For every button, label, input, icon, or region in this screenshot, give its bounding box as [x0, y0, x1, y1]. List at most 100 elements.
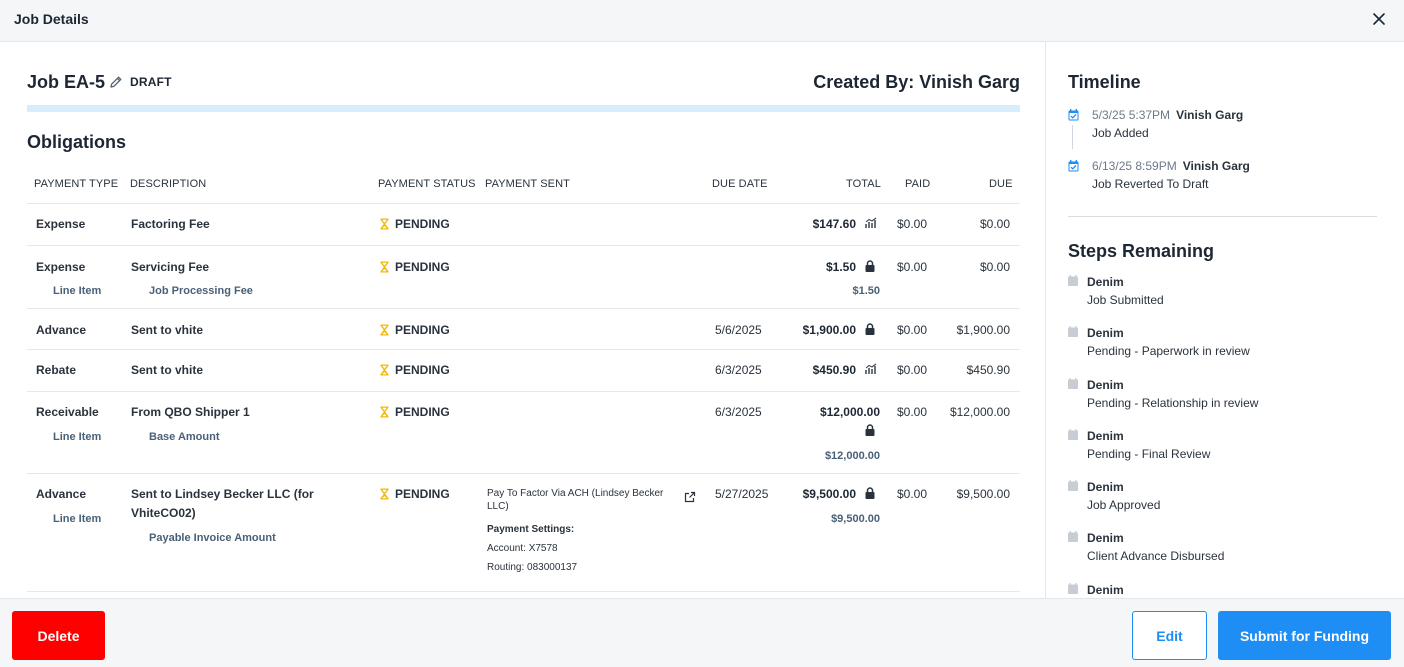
- edit-button[interactable]: Edit: [1132, 611, 1207, 660]
- step-name: Pending - Relationship in review: [1087, 396, 1259, 410]
- row-payment-account: Account: X7578: [487, 543, 558, 554]
- col-payment-sent: PAYMENT SENT: [485, 178, 570, 190]
- row-paid: $0.00: [897, 260, 928, 274]
- timeline-event: Job Reverted To Draft: [1092, 177, 1209, 191]
- close-icon[interactable]: [1370, 10, 1388, 28]
- row-line-item-total: $12,000.00: [824, 450, 880, 462]
- hourglass-icon: [380, 218, 389, 230]
- step-name: Job Submitted: [1087, 293, 1164, 307]
- step-owner: Denim: [1087, 531, 1124, 545]
- submit-for-funding-button[interactable]: Submit for Funding: [1218, 611, 1391, 660]
- row-paid: $0.00: [897, 405, 928, 419]
- step-owner: Denim: [1087, 275, 1124, 289]
- hourglass-icon: [380, 324, 389, 336]
- job-progress-bar: [27, 105, 1020, 112]
- status-text: PENDING: [395, 217, 450, 231]
- hourglass-icon: [380, 488, 389, 500]
- job-title: Job EA-5: [27, 72, 106, 92]
- row-line-item-total: $1.50: [852, 285, 880, 297]
- pencil-icon[interactable]: [109, 75, 123, 89]
- job-status-badge: DRAFT: [130, 75, 172, 89]
- row-line-item-description: Base Amount: [149, 431, 220, 443]
- row-payment-type: Expense: [36, 217, 86, 231]
- chart-icon[interactable]: [865, 217, 877, 229]
- row-total: $1,900.00: [802, 323, 856, 337]
- row-payment-type: Advance: [36, 487, 87, 501]
- modal-header: Job Details: [0, 0, 1404, 42]
- row-status: PENDING: [380, 363, 450, 377]
- lock-icon: [865, 487, 875, 499]
- step-owner: Denim: [1087, 326, 1124, 340]
- calendar-icon: [1068, 480, 1078, 491]
- row-due-date: 5/6/2025: [715, 323, 762, 337]
- row-total: $9,500.00: [802, 487, 856, 501]
- step-owner: Denim: [1087, 429, 1124, 443]
- col-payment-status: PAYMENT STATUS: [378, 178, 476, 190]
- row-description: From QBO Shipper 1: [131, 405, 250, 419]
- chart-icon[interactable]: [865, 363, 877, 375]
- timeline-sidebar: Timeline 5/3/25 5:37PM Vinish Garg Job Ad…: [1045, 42, 1404, 598]
- lock-icon: [865, 323, 875, 335]
- timeline-event: Job Added: [1092, 126, 1149, 140]
- step-name: Client Advance Disbursed: [1087, 549, 1225, 563]
- row-description: Factoring Fee: [131, 217, 210, 231]
- timeline-time: 6/13/25 8:59PM Vinish Garg: [1092, 159, 1250, 173]
- row-due: $0.00: [979, 260, 1010, 274]
- row-due-date: 6/3/2025: [715, 363, 762, 377]
- row-line-item-description: Payable Invoice Amount: [149, 532, 276, 544]
- row-paid: $0.00: [897, 323, 928, 337]
- step-owner: Denim: [1087, 378, 1124, 392]
- row-payment-settings-label: Payment Settings:: [487, 524, 575, 535]
- row-line-item-total: $9,500.00: [831, 513, 880, 525]
- table-row[interactable]: Expense Factoring Fee PENDING $147.60 $0…: [27, 204, 1020, 246]
- timeline-timestamp: 6/13/25 8:59PM: [1092, 159, 1177, 173]
- status-text: PENDING: [395, 260, 450, 274]
- row-description: Sent to vhite: [131, 363, 204, 377]
- row-description-line1: Sent to Lindsey Becker LLC (for: [131, 487, 314, 501]
- timeline-timestamp: 5/3/25 5:37PM: [1092, 108, 1171, 122]
- row-due-date: 6/3/2025: [715, 405, 762, 419]
- hourglass-icon: [380, 406, 389, 418]
- row-status: PENDING: [380, 217, 450, 231]
- row-payment-method-line2: LLC): [487, 501, 509, 512]
- created-by: Created By: Vinish Garg: [813, 72, 1020, 92]
- delete-button[interactable]: Delete: [12, 611, 105, 660]
- row-due: $450.90: [966, 363, 1010, 377]
- table-row[interactable]: Advance Sent to vhite PENDING 5/6/2025 $…: [27, 309, 1020, 350]
- row-status: PENDING: [380, 405, 450, 419]
- row-due: $0.00: [979, 217, 1010, 231]
- table-row[interactable]: Expense Servicing Fee Line Item Job Proc…: [27, 246, 1020, 309]
- status-text: PENDING: [395, 405, 450, 419]
- timeline-connector: [1072, 125, 1073, 149]
- row-status: PENDING: [380, 487, 450, 501]
- col-paid: PAID: [905, 178, 931, 190]
- table-row[interactable]: Advance Sent to Lindsey Becker LLC (for …: [27, 474, 1020, 592]
- status-text: PENDING: [395, 323, 450, 337]
- status-text: PENDING: [395, 487, 450, 501]
- calendar-icon: [1068, 429, 1078, 440]
- row-description: Sent to vhite: [131, 323, 204, 337]
- lock-icon: [865, 424, 875, 436]
- lock-icon: [865, 260, 875, 272]
- row-total: $1.50: [825, 260, 856, 274]
- step-name: Job Approved: [1087, 498, 1161, 512]
- row-line-item-description: Job Processing Fee: [149, 285, 253, 297]
- row-line-item-type: Line Item: [53, 513, 102, 525]
- row-payment-type: Rebate: [36, 363, 77, 377]
- steps-remaining-title: Steps Remaining: [1068, 241, 1215, 261]
- table-row[interactable]: Rebate Sent to vhite PENDING 6/3/2025 $4…: [27, 350, 1020, 392]
- row-description: Servicing Fee: [131, 260, 210, 274]
- step-owner: Denim: [1087, 480, 1124, 494]
- table-row[interactable]: Receivable From QBO Shipper 1 Line Item …: [27, 392, 1020, 474]
- row-description-line2: VhiteCO02): [131, 506, 196, 520]
- col-payment-type: PAYMENT TYPE: [34, 178, 119, 190]
- timeline-time: 5/3/25 5:37PM Vinish Garg: [1092, 108, 1243, 122]
- step-name: Pending - Final Review: [1087, 447, 1211, 461]
- row-due: $1,900.00: [956, 323, 1010, 337]
- col-total: TOTAL: [846, 178, 881, 190]
- external-link-icon[interactable]: [684, 491, 696, 503]
- row-payment-type: Receivable: [36, 405, 99, 419]
- row-line-item-type: Line Item: [53, 285, 102, 297]
- row-total: $12,000.00: [819, 405, 880, 419]
- modal-title: Job Details: [14, 11, 89, 27]
